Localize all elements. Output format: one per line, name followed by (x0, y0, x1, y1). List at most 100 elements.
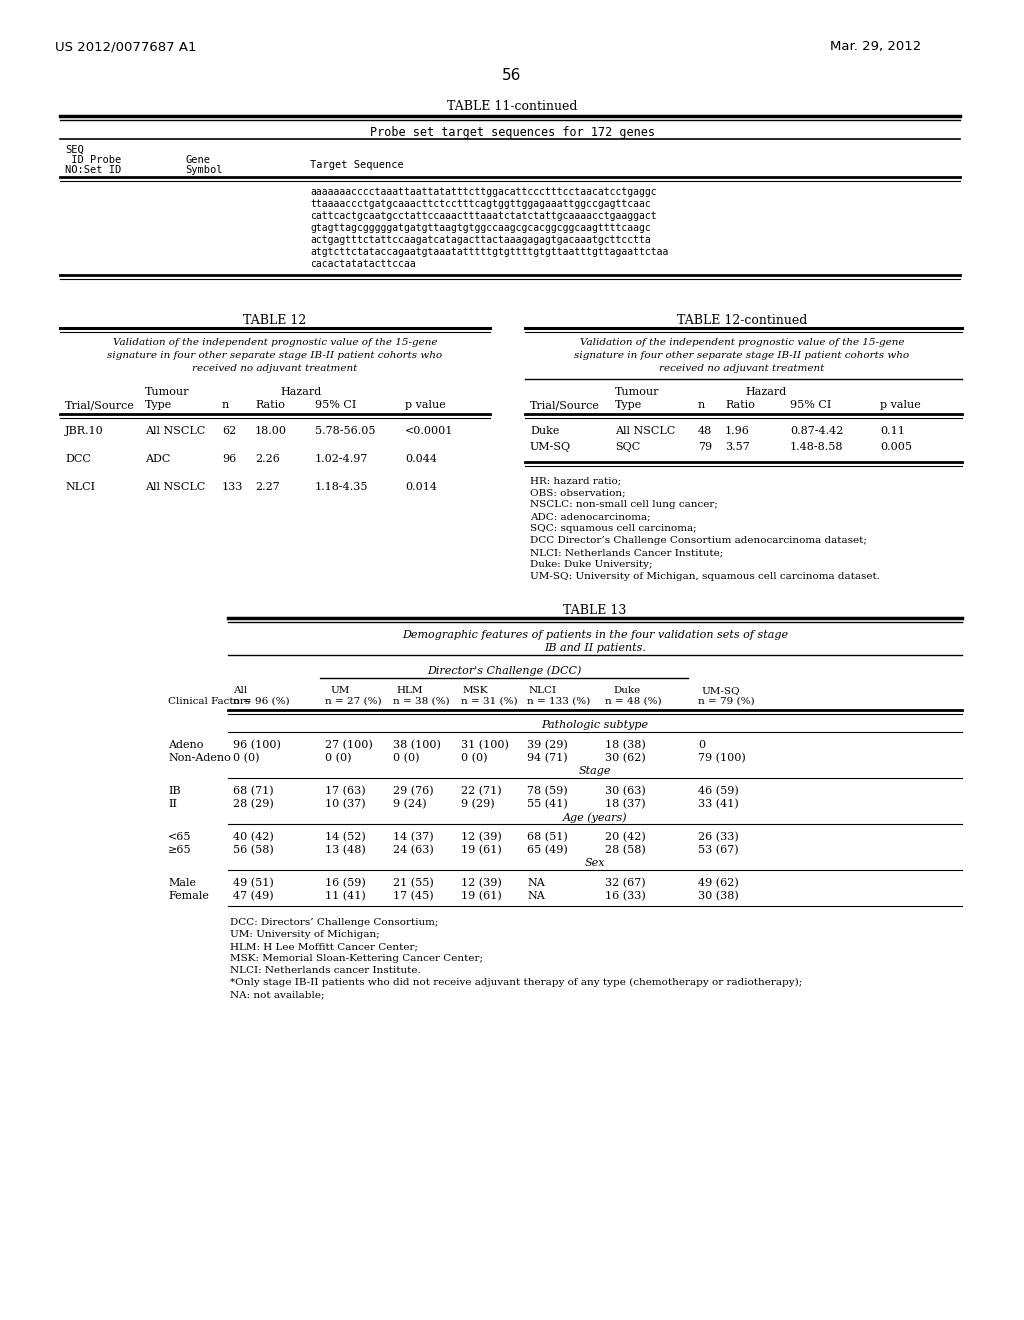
Text: UM-SQ: UM-SQ (701, 686, 739, 696)
Text: NA: NA (527, 878, 545, 888)
Text: 30 (62): 30 (62) (605, 752, 646, 763)
Text: 0 (0): 0 (0) (325, 752, 351, 763)
Text: 2.27: 2.27 (255, 482, 280, 492)
Text: Duke: Duke (530, 426, 559, 436)
Text: Type: Type (615, 400, 642, 411)
Text: Validation of the independent prognostic value of the 15-gene: Validation of the independent prognostic… (580, 338, 904, 347)
Text: NLCI: Netherlands Cancer Institute;: NLCI: Netherlands Cancer Institute; (530, 548, 723, 557)
Text: Sex: Sex (585, 858, 605, 869)
Text: n: n (698, 400, 706, 411)
Text: UM: UM (330, 686, 349, 696)
Text: 0 (0): 0 (0) (461, 752, 487, 763)
Text: ≥65: ≥65 (168, 845, 191, 855)
Text: 38 (100): 38 (100) (393, 741, 441, 750)
Text: 96 (100): 96 (100) (233, 741, 281, 750)
Text: 96: 96 (222, 454, 237, 465)
Text: 53 (67): 53 (67) (698, 845, 738, 855)
Text: 1.48-8.58: 1.48-8.58 (790, 442, 844, 451)
Text: n = 133 (%): n = 133 (%) (527, 697, 590, 706)
Text: NSCLC: non-small cell lung cancer;: NSCLC: non-small cell lung cancer; (530, 500, 718, 510)
Text: All NSCLC: All NSCLC (145, 426, 205, 436)
Text: 12 (39): 12 (39) (461, 878, 502, 888)
Text: Trial/Source: Trial/Source (65, 400, 135, 411)
Text: <0.0001: <0.0001 (406, 426, 454, 436)
Text: OBS: observation;: OBS: observation; (530, 488, 626, 498)
Text: 95% CI: 95% CI (315, 400, 356, 411)
Text: 26 (33): 26 (33) (698, 832, 738, 842)
Text: All NSCLC: All NSCLC (145, 482, 205, 492)
Text: 27 (100): 27 (100) (325, 741, 373, 750)
Text: atgtcttctataccagaatgtaaatatttttgtgttttgtgttaatttgttagaattctaa: atgtcttctataccagaatgtaaatatttttgtgttttgt… (310, 247, 669, 257)
Text: cacactatatacttccaa: cacactatatacttccaa (310, 259, 416, 269)
Text: JBR.10: JBR.10 (65, 426, 103, 436)
Text: 10 (37): 10 (37) (325, 799, 366, 809)
Text: Ratio: Ratio (725, 400, 755, 411)
Text: 133: 133 (222, 482, 244, 492)
Text: 14 (52): 14 (52) (325, 832, 366, 842)
Text: n = 38 (%): n = 38 (%) (393, 697, 450, 706)
Text: 68 (51): 68 (51) (527, 832, 567, 842)
Text: 29 (76): 29 (76) (393, 785, 433, 796)
Text: 95% CI: 95% CI (790, 400, 831, 411)
Text: NLCI: NLCI (65, 482, 95, 492)
Text: 56: 56 (503, 69, 521, 83)
Text: Tumour: Tumour (145, 387, 189, 397)
Text: 28 (58): 28 (58) (605, 845, 646, 855)
Text: n = 27 (%): n = 27 (%) (325, 697, 382, 706)
Text: 12 (39): 12 (39) (461, 832, 502, 842)
Text: 13 (48): 13 (48) (325, 845, 366, 855)
Text: 18 (37): 18 (37) (605, 799, 645, 809)
Text: p value: p value (880, 400, 921, 411)
Text: signature in four other separate stage IB-II patient cohorts who: signature in four other separate stage I… (108, 351, 442, 360)
Text: Symbol: Symbol (185, 165, 222, 176)
Text: 5.78-56.05: 5.78-56.05 (315, 426, 376, 436)
Text: IB: IB (168, 785, 180, 796)
Text: 3.57: 3.57 (725, 442, 750, 451)
Text: 40 (42): 40 (42) (233, 832, 273, 842)
Text: Demographic features of patients in the four validation sets of stage: Demographic features of patients in the … (402, 630, 788, 640)
Text: MSK: Memorial Sloan-Kettering Cancer Center;: MSK: Memorial Sloan-Kettering Cancer Cen… (230, 954, 483, 964)
Text: <65: <65 (168, 832, 191, 842)
Text: 62: 62 (222, 426, 237, 436)
Text: Hazard: Hazard (280, 387, 322, 397)
Text: 0.014: 0.014 (406, 482, 437, 492)
Text: Validation of the independent prognostic value of the 15-gene: Validation of the independent prognostic… (113, 338, 437, 347)
Text: 14 (37): 14 (37) (393, 832, 433, 842)
Text: *Only stage IB-II patients who did not receive adjuvant therapy of any type (che: *Only stage IB-II patients who did not r… (230, 978, 802, 987)
Text: 1.02-4.97: 1.02-4.97 (315, 454, 369, 465)
Text: Female: Female (168, 891, 209, 902)
Text: SQC: SQC (615, 442, 640, 451)
Text: 0 (0): 0 (0) (233, 752, 259, 763)
Text: 0.005: 0.005 (880, 442, 912, 451)
Text: 65 (49): 65 (49) (527, 845, 567, 855)
Text: Adeno: Adeno (168, 741, 204, 750)
Text: actgagtttctattccaagatcatagacttactaaagagagtgacaaatgcttcctta: actgagtttctattccaagatcatagacttactaaagaga… (310, 235, 650, 246)
Text: SQC: squamous cell carcinoma;: SQC: squamous cell carcinoma; (530, 524, 696, 533)
Text: p value: p value (406, 400, 445, 411)
Text: 19 (61): 19 (61) (461, 845, 502, 855)
Text: 28 (29): 28 (29) (233, 799, 273, 809)
Text: gtagttagcgggggatgatgttaagtgtggccaagcgcacggcggcaagttttcaagc: gtagttagcgggggatgatgttaagtgtggccaagcgcac… (310, 223, 650, 234)
Text: 56 (58): 56 (58) (233, 845, 273, 855)
Text: 48: 48 (698, 426, 713, 436)
Text: 1.18-4.35: 1.18-4.35 (315, 482, 369, 492)
Text: Clinical Factors: Clinical Factors (168, 697, 250, 706)
Text: NLCI: NLCI (529, 686, 557, 696)
Text: cattcactgcaatgcctattccaaactttaaatctatctattgcaaaacctgaaggact: cattcactgcaatgcctattccaaactttaaatctatcta… (310, 211, 656, 220)
Text: n = 31 (%): n = 31 (%) (461, 697, 517, 706)
Text: Age (years): Age (years) (562, 812, 628, 822)
Text: n = 79 (%): n = 79 (%) (698, 697, 755, 706)
Text: 30 (38): 30 (38) (698, 891, 738, 902)
Text: 19 (61): 19 (61) (461, 891, 502, 902)
Text: 32 (67): 32 (67) (605, 878, 645, 888)
Text: Type: Type (145, 400, 172, 411)
Text: aaaaaaacccctaaattaattatatttcttggacattccctttcctaacatcctgaggc: aaaaaaacccctaaattaattatatttcttggacattccc… (310, 187, 656, 197)
Text: 39 (29): 39 (29) (527, 741, 567, 750)
Text: NLCI: Netherlands cancer Institute.: NLCI: Netherlands cancer Institute. (230, 966, 421, 975)
Text: 18 (38): 18 (38) (605, 741, 646, 750)
Text: NA: NA (527, 891, 545, 902)
Text: NO:Set ID: NO:Set ID (65, 165, 121, 176)
Text: TABLE 12-continued: TABLE 12-continued (677, 314, 807, 327)
Text: HLM: H Lee Moffitt Cancer Center;: HLM: H Lee Moffitt Cancer Center; (230, 942, 418, 950)
Text: 78 (59): 78 (59) (527, 785, 567, 796)
